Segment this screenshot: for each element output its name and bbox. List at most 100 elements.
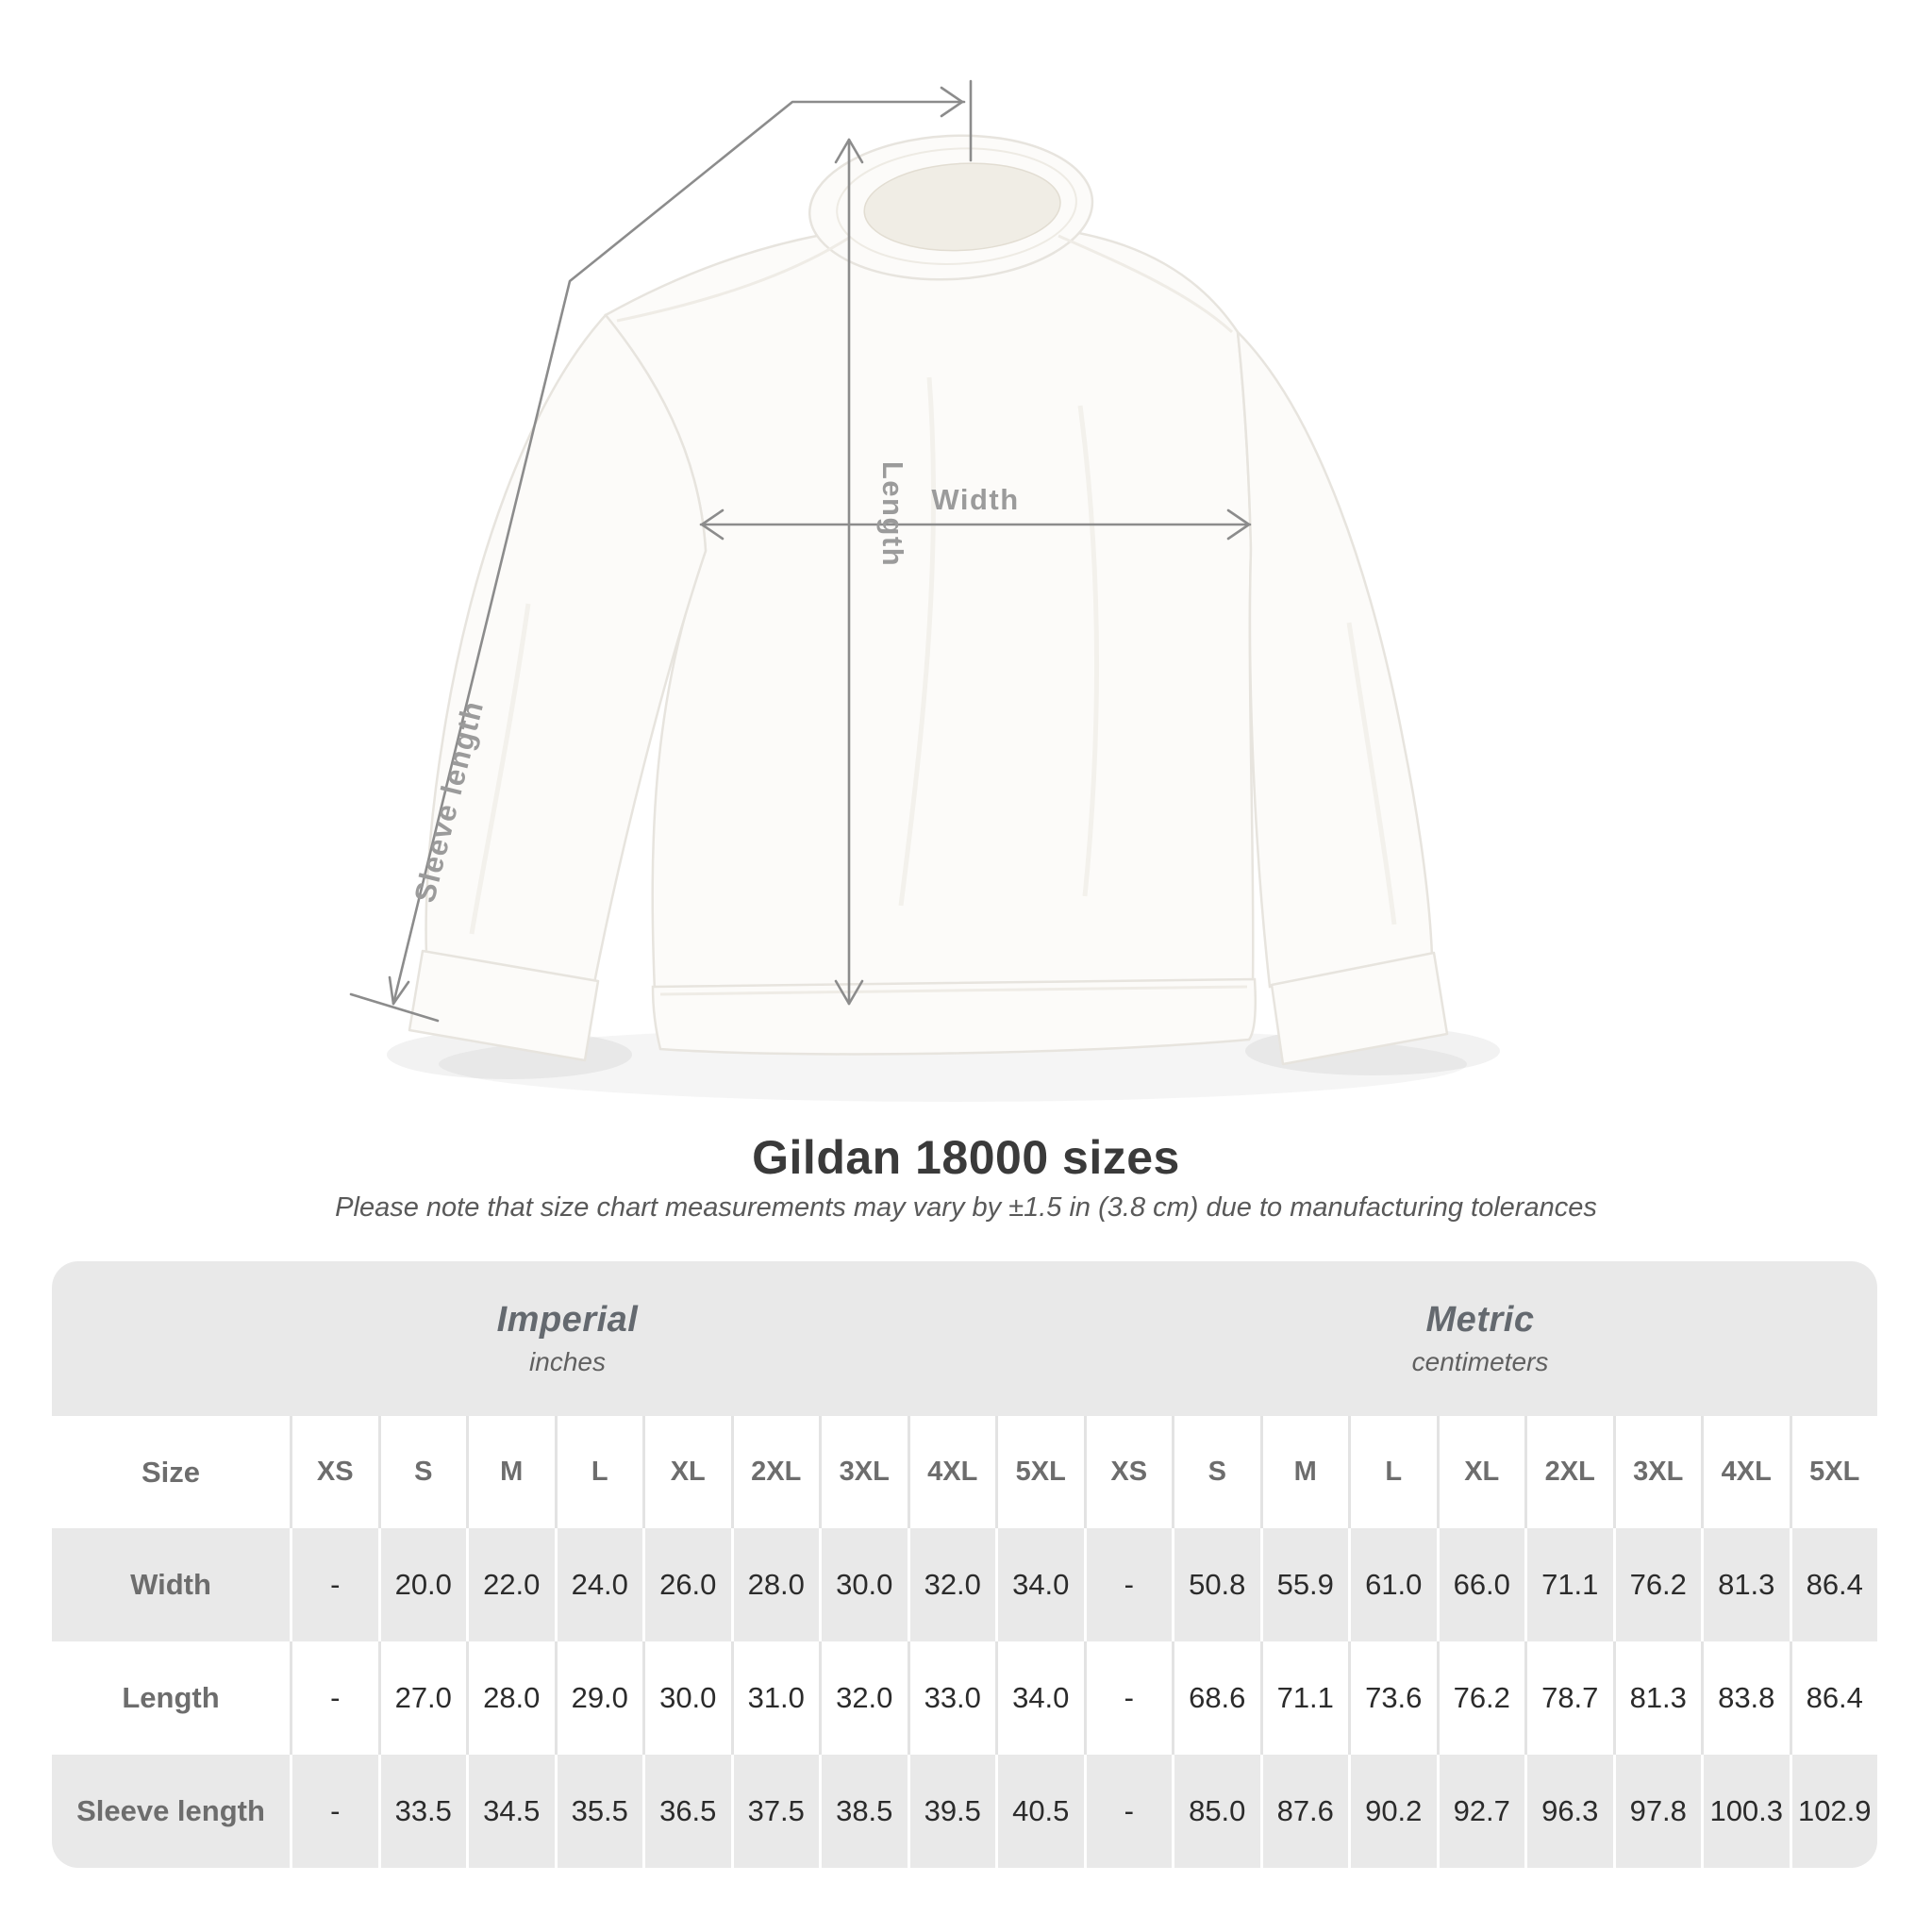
cell: 40.5	[995, 1755, 1084, 1868]
cuff-tick-mark	[349, 992, 440, 1023]
cell: 71.1	[1524, 1528, 1613, 1641]
cell: 68.6	[1172, 1641, 1260, 1755]
cell: 29.0	[554, 1641, 643, 1755]
cell: 34.5	[466, 1755, 555, 1868]
cell: -	[1083, 1528, 1173, 1641]
cell: 27.0	[377, 1641, 467, 1755]
length-label: Length	[876, 461, 909, 567]
size-header: M	[1259, 1416, 1349, 1528]
cell: 35.5	[554, 1755, 643, 1868]
cell: 28.0	[466, 1641, 555, 1755]
cell: 39.5	[907, 1755, 996, 1868]
arrowhead-left-icon	[700, 508, 724, 541]
imperial-unit: inches	[529, 1347, 606, 1376]
cell: 100.3	[1701, 1755, 1790, 1868]
cell: 55.9	[1259, 1528, 1349, 1641]
cell: 37.5	[730, 1755, 820, 1868]
cell: 76.2	[1612, 1528, 1702, 1641]
row-label: Sleeve length	[76, 1794, 265, 1827]
cell: 66.0	[1436, 1528, 1525, 1641]
cell: 30.0	[642, 1641, 731, 1755]
size-header: L	[554, 1416, 643, 1528]
table-header-row: Size XS S M L XL 2XL 3XL 4XL 5XL XS S M …	[52, 1416, 1877, 1528]
unit-group-band: Imperial inches Metric centimeters	[52, 1261, 1877, 1416]
cell: 78.7	[1524, 1641, 1613, 1755]
cell: 97.8	[1612, 1755, 1702, 1868]
cell: 73.6	[1348, 1641, 1437, 1755]
cell: 50.8	[1172, 1528, 1260, 1641]
table-row-length: Length - 27.0 28.0 29.0 30.0 31.0 32.0 3…	[52, 1641, 1877, 1755]
cell: -	[290, 1755, 378, 1868]
size-header: 2XL	[1524, 1416, 1613, 1528]
arrowhead-down-icon	[388, 975, 410, 1006]
arrowhead-up-icon	[834, 138, 864, 164]
sleeve-length-line	[391, 100, 966, 1006]
size-header: XS	[290, 1416, 378, 1528]
metric-group-header: Metric centimeters	[1083, 1261, 1877, 1416]
cell: 86.4	[1789, 1641, 1878, 1755]
cell: 36.5	[642, 1755, 731, 1868]
imperial-label: Imperial	[496, 1300, 639, 1340]
cell: 76.2	[1436, 1641, 1525, 1755]
size-chart-table: Imperial inches Metric centimeters Size …	[52, 1261, 1877, 1868]
cell: 87.6	[1259, 1755, 1349, 1868]
size-header: 2XL	[730, 1416, 820, 1528]
size-header: 4XL	[907, 1416, 996, 1528]
row-label: Length	[122, 1681, 220, 1714]
cell: 20.0	[377, 1528, 467, 1641]
size-header: 5XL	[995, 1416, 1084, 1528]
size-header: S	[1172, 1416, 1260, 1528]
cell: 71.1	[1259, 1641, 1349, 1755]
metric-unit: centimeters	[1411, 1347, 1549, 1376]
cell: 81.3	[1612, 1641, 1702, 1755]
cell: -	[290, 1641, 378, 1755]
size-column-header: Size	[141, 1455, 201, 1489]
cell: 83.8	[1701, 1641, 1790, 1755]
arrowhead-right-icon	[1226, 508, 1251, 541]
cell: 38.5	[819, 1755, 908, 1868]
size-header: 3XL	[819, 1416, 908, 1528]
arrowhead-down-icon	[834, 979, 864, 1006]
sweatshirt-illustration	[408, 134, 1449, 1066]
cell: 92.7	[1436, 1755, 1525, 1868]
cell: 26.0	[642, 1528, 731, 1641]
size-header: 4XL	[1701, 1416, 1790, 1528]
imperial-group-header: Imperial inches	[52, 1261, 1083, 1416]
shirt-right-sleeve	[1236, 328, 1434, 989]
cell: -	[1083, 1755, 1173, 1868]
size-header: XL	[1436, 1416, 1525, 1528]
size-header: S	[377, 1416, 467, 1528]
cell: 61.0	[1348, 1528, 1437, 1641]
cell: 81.3	[1701, 1528, 1790, 1641]
shirt-left-cuff	[408, 949, 600, 1062]
cell: 30.0	[819, 1528, 908, 1641]
cell: 34.0	[995, 1528, 1084, 1641]
table-row-width: Width - 20.0 22.0 24.0 26.0 28.0 30.0 32…	[52, 1528, 1877, 1641]
cell: 31.0	[730, 1641, 820, 1755]
cell: 28.0	[730, 1528, 820, 1641]
size-header: L	[1348, 1416, 1437, 1528]
tolerance-note: Please note that size chart measurements…	[335, 1192, 1597, 1223]
shirt-waistband	[651, 977, 1257, 1056]
table-row-sleeve-length: Sleeve length - 33.5 34.5 35.5 36.5 37.5…	[52, 1755, 1877, 1868]
cell: 34.0	[995, 1641, 1084, 1755]
cell: 90.2	[1348, 1755, 1437, 1868]
cell: 33.5	[377, 1755, 467, 1868]
cell: 33.0	[907, 1641, 996, 1755]
shirt-right-cuff	[1270, 951, 1449, 1066]
cell: 32.0	[907, 1528, 996, 1641]
size-header: 3XL	[1612, 1416, 1702, 1528]
cell: 102.9	[1789, 1755, 1878, 1868]
cell: 85.0	[1172, 1755, 1260, 1868]
width-label: Width	[931, 483, 1019, 516]
cell: 24.0	[554, 1528, 643, 1641]
size-header: 5XL	[1789, 1416, 1878, 1528]
cell: 22.0	[466, 1528, 555, 1641]
page-title: Gildan 18000 sizes	[752, 1131, 1180, 1184]
metric-label: Metric	[1425, 1300, 1535, 1340]
size-header: XL	[642, 1416, 731, 1528]
cell: -	[290, 1528, 378, 1641]
cell: 96.3	[1524, 1755, 1613, 1868]
arrowhead-right-icon	[940, 86, 964, 118]
size-header: M	[466, 1416, 555, 1528]
